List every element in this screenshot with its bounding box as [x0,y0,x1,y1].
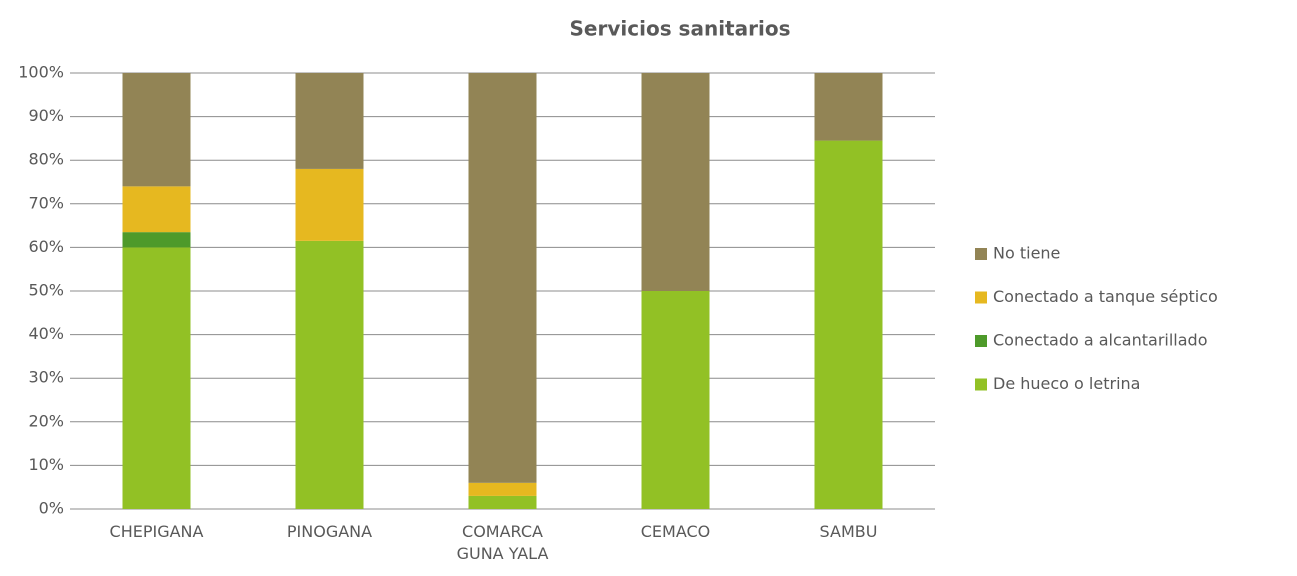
y-tick-label: 50% [28,281,64,300]
x-tick-label-box: PINOGANA [286,522,373,541]
bar-segment [641,73,710,291]
legend-swatch [975,248,987,260]
x-tick-label: SAMBU [819,522,878,541]
legend-swatch [975,378,987,391]
y-tick-label: 20% [28,411,64,430]
x-tick-label-box: CHEPIGANA [109,522,204,541]
x-tick-label: PINOGANA [286,522,373,541]
y-tick-label: 60% [28,237,64,256]
x-tick-label: CEMACO [640,522,711,541]
x-tick-label: CHEPIGANA [109,522,204,541]
bar-segment [122,247,191,509]
y-tick-label: 90% [28,106,64,125]
y-tick-label: 10% [28,455,64,474]
bar-segment [122,186,191,233]
legend-label: Conectado a tanque séptico [993,287,1218,306]
bar-segment [814,73,883,141]
bar-segment [468,73,537,483]
legend-label: Conectado a alcantarillado [993,331,1207,350]
bar-segment [295,168,364,241]
y-tick-label: 30% [28,368,64,387]
bar-segment [468,482,537,496]
bar-segment [814,140,883,509]
y-tick-label: 70% [28,193,64,212]
legend-swatch [975,291,987,304]
bar-segment [295,240,364,510]
y-tick-label: 100% [18,63,64,82]
chart-title: Servicios sanitarios [570,17,791,41]
legend-label: No tiene [993,244,1060,263]
y-tick-label: 0% [39,499,64,518]
x-tick-label: COMARCA GUNA YALA [456,522,549,563]
legend-label: De hueco o letrina [993,374,1140,393]
bar-segment [641,291,710,509]
x-tick-label-box: COMARCA GUNA YALA [456,522,549,563]
x-tick-label-box: CEMACO [640,522,711,541]
bar-segment [122,232,191,248]
bar-segment [122,73,191,187]
y-tick-label: 40% [28,324,64,343]
y-tick-label: 80% [28,150,64,169]
legend-swatch [975,335,987,347]
bar-segment [295,73,364,169]
x-tick-label-box: SAMBU [819,522,878,541]
bar-segment [468,495,537,509]
